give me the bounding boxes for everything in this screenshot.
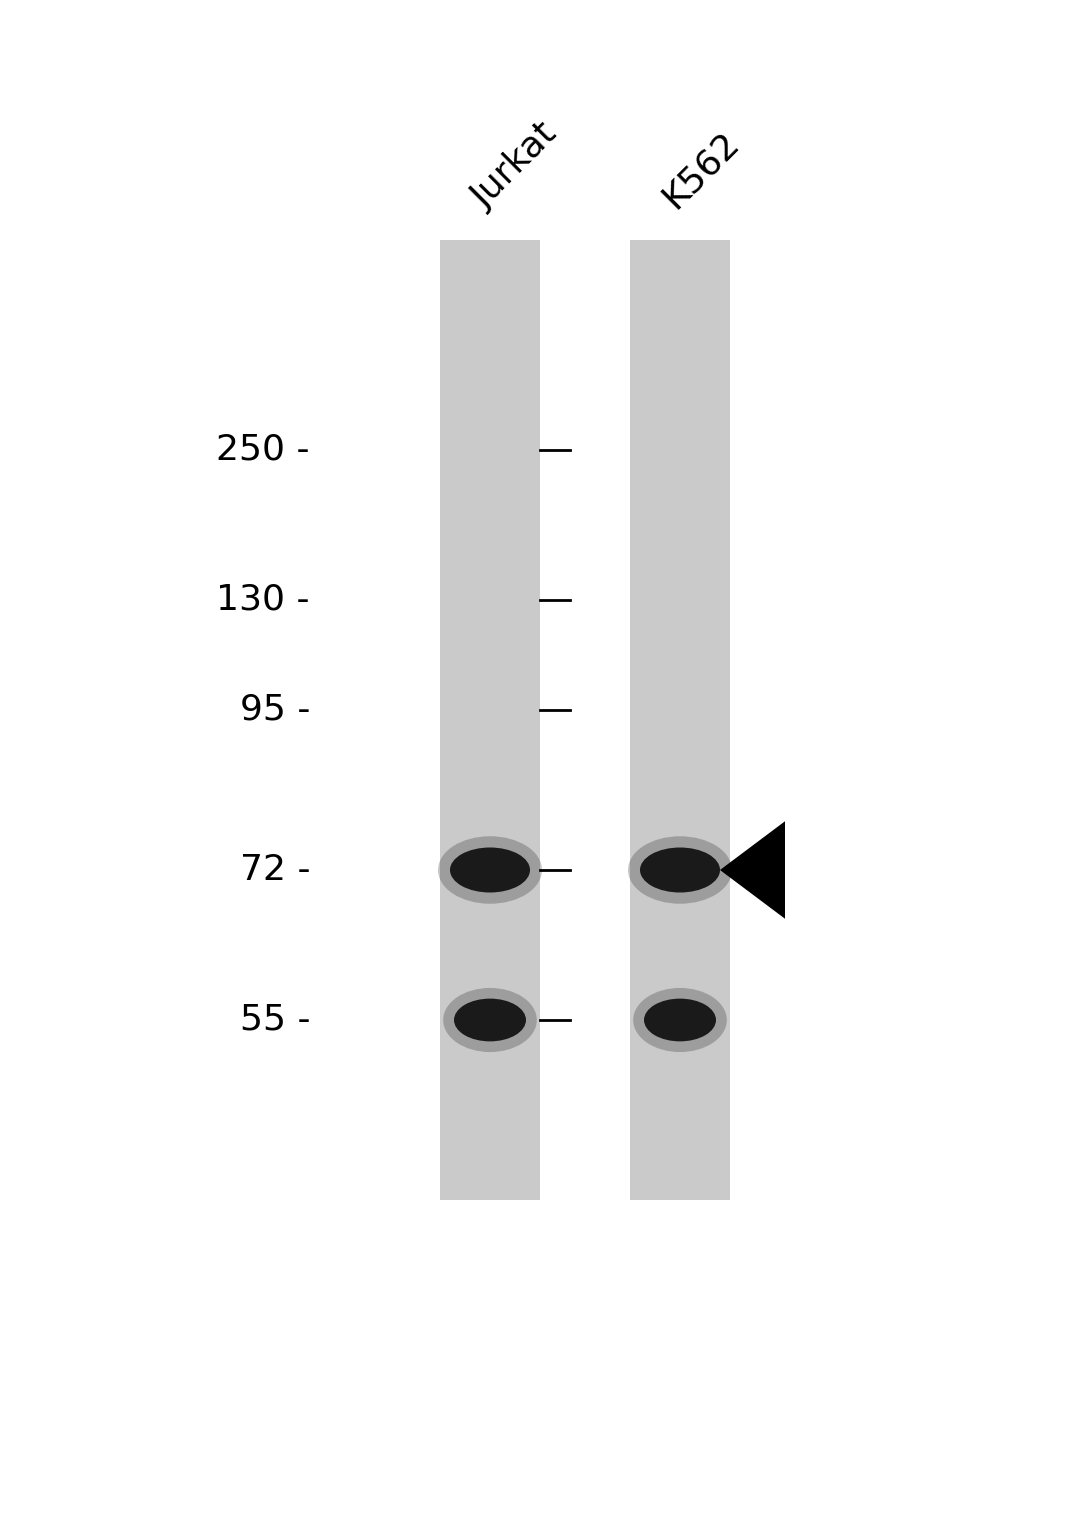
Text: K562: K562 [656, 125, 745, 216]
Ellipse shape [633, 988, 727, 1052]
Text: 250 -: 250 - [216, 433, 310, 466]
Text: Jurkat: Jurkat [465, 116, 564, 216]
Text: 95 -: 95 - [240, 693, 310, 726]
Text: 55 -: 55 - [240, 1003, 310, 1037]
Polygon shape [720, 821, 785, 919]
Ellipse shape [640, 847, 720, 893]
Ellipse shape [450, 847, 530, 893]
Bar [630, 240, 730, 1200]
Ellipse shape [454, 998, 526, 1041]
Bar [440, 240, 540, 1200]
Text: 72 -: 72 - [240, 853, 310, 887]
Ellipse shape [627, 836, 732, 904]
Ellipse shape [438, 836, 542, 904]
Ellipse shape [644, 998, 716, 1041]
Text: 130 -: 130 - [216, 583, 310, 618]
Ellipse shape [443, 988, 537, 1052]
